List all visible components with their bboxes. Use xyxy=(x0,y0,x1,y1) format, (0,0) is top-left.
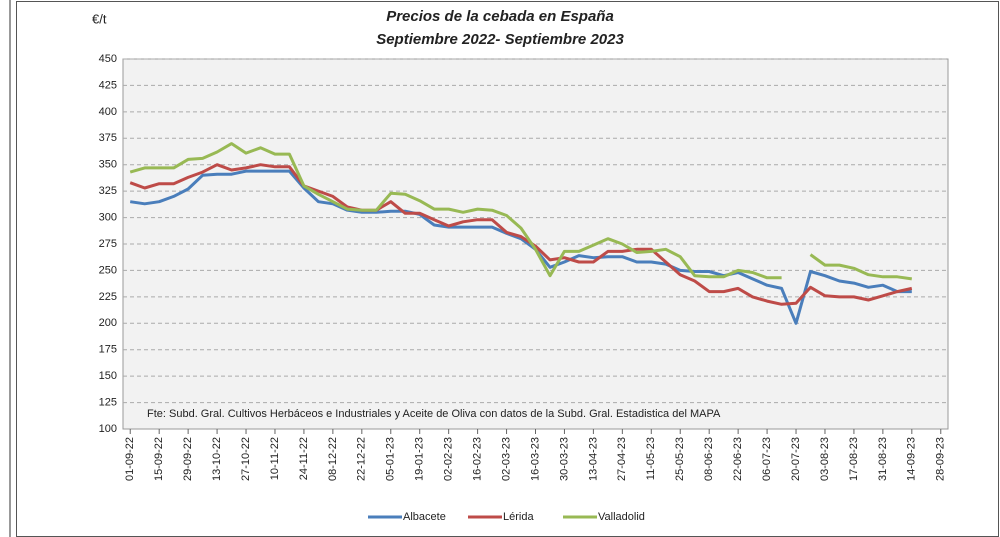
y-tick-label: 225 xyxy=(99,291,117,303)
series-line xyxy=(129,169,912,325)
x-tick-label: 22-06-23 xyxy=(732,437,744,481)
x-tick-label: 14-09-23 xyxy=(906,437,918,481)
x-tick-label: 08-12-22 xyxy=(327,437,339,481)
x-tick-label: 06-07-23 xyxy=(761,437,773,481)
y-tick-label: 175 xyxy=(99,344,117,356)
x-tick-label: 08-06-23 xyxy=(703,437,715,481)
y-tick-label: 425 xyxy=(99,79,117,91)
legend-label: Albacete xyxy=(403,511,446,523)
y-tick-label: 375 xyxy=(99,132,117,144)
y-tick-label: 125 xyxy=(99,396,117,408)
series-line xyxy=(129,142,913,281)
annotation: Fte: Subd. Gral. Cultivos Herbáceos e In… xyxy=(147,408,721,420)
y-tick-label: 350 xyxy=(99,159,117,171)
x-tick-label: 27-10-22 xyxy=(240,437,252,481)
y-tick-label: 300 xyxy=(99,211,117,223)
x-tick-label: 31-08-23 xyxy=(877,437,889,481)
x-tick-label: 29-09-22 xyxy=(182,437,194,481)
y-tick-label: 250 xyxy=(99,264,117,276)
x-tick-label: 05-01-23 xyxy=(385,437,397,481)
x-tick-label: 13-04-23 xyxy=(587,437,599,481)
chart-title: Precios de la cebada en España xyxy=(386,8,614,25)
y-tick-label: 150 xyxy=(99,370,117,382)
x-tick-label: 10-11-22 xyxy=(269,437,281,480)
x-tick-label: 16-03-23 xyxy=(529,437,541,481)
x-tick-label: 02-03-23 xyxy=(500,437,512,481)
series-line xyxy=(129,163,913,306)
x-tick-label: 27-04-23 xyxy=(616,437,628,481)
x-tick-label: 11-05-23 xyxy=(645,437,657,480)
x-tick-label: 01-09-22 xyxy=(124,437,136,481)
x-tick-label: 03-08-23 xyxy=(819,437,831,481)
x-tick-label: 17-08-23 xyxy=(848,437,860,481)
x-tick-label: 22-12-22 xyxy=(356,437,368,481)
x-tick-label: 16-02-23 xyxy=(472,437,484,481)
x-tick-label: 02-02-23 xyxy=(443,437,455,481)
y-tick-label: 450 xyxy=(99,53,117,65)
y-tick-label: 100 xyxy=(99,423,117,435)
x-tick-label: 20-07-23 xyxy=(790,437,802,481)
x-tick-label: 15-09-22 xyxy=(153,437,165,481)
y-tick-label: 275 xyxy=(99,238,117,250)
x-tick-label: 25-05-23 xyxy=(674,437,686,481)
y-tick-label: 200 xyxy=(99,317,117,329)
x-tick-label: 13-10-22 xyxy=(211,437,223,481)
x-tick-label: 30-03-23 xyxy=(558,437,570,481)
x-tick-label: 24-11-22 xyxy=(298,437,310,480)
chart-subtitle: Septiembre 2022- Septiembre 2023 xyxy=(376,31,624,48)
legend-label: Lérida xyxy=(503,511,534,523)
x-tick-label: 19-01-23 xyxy=(414,437,426,481)
y-unit: €/t xyxy=(92,11,107,26)
legend-label: Valladolid xyxy=(598,511,645,523)
x-tick-label: 28-09-23 xyxy=(935,437,947,481)
y-tick-label: 400 xyxy=(99,106,117,118)
y-tick-label: 325 xyxy=(99,185,117,197)
